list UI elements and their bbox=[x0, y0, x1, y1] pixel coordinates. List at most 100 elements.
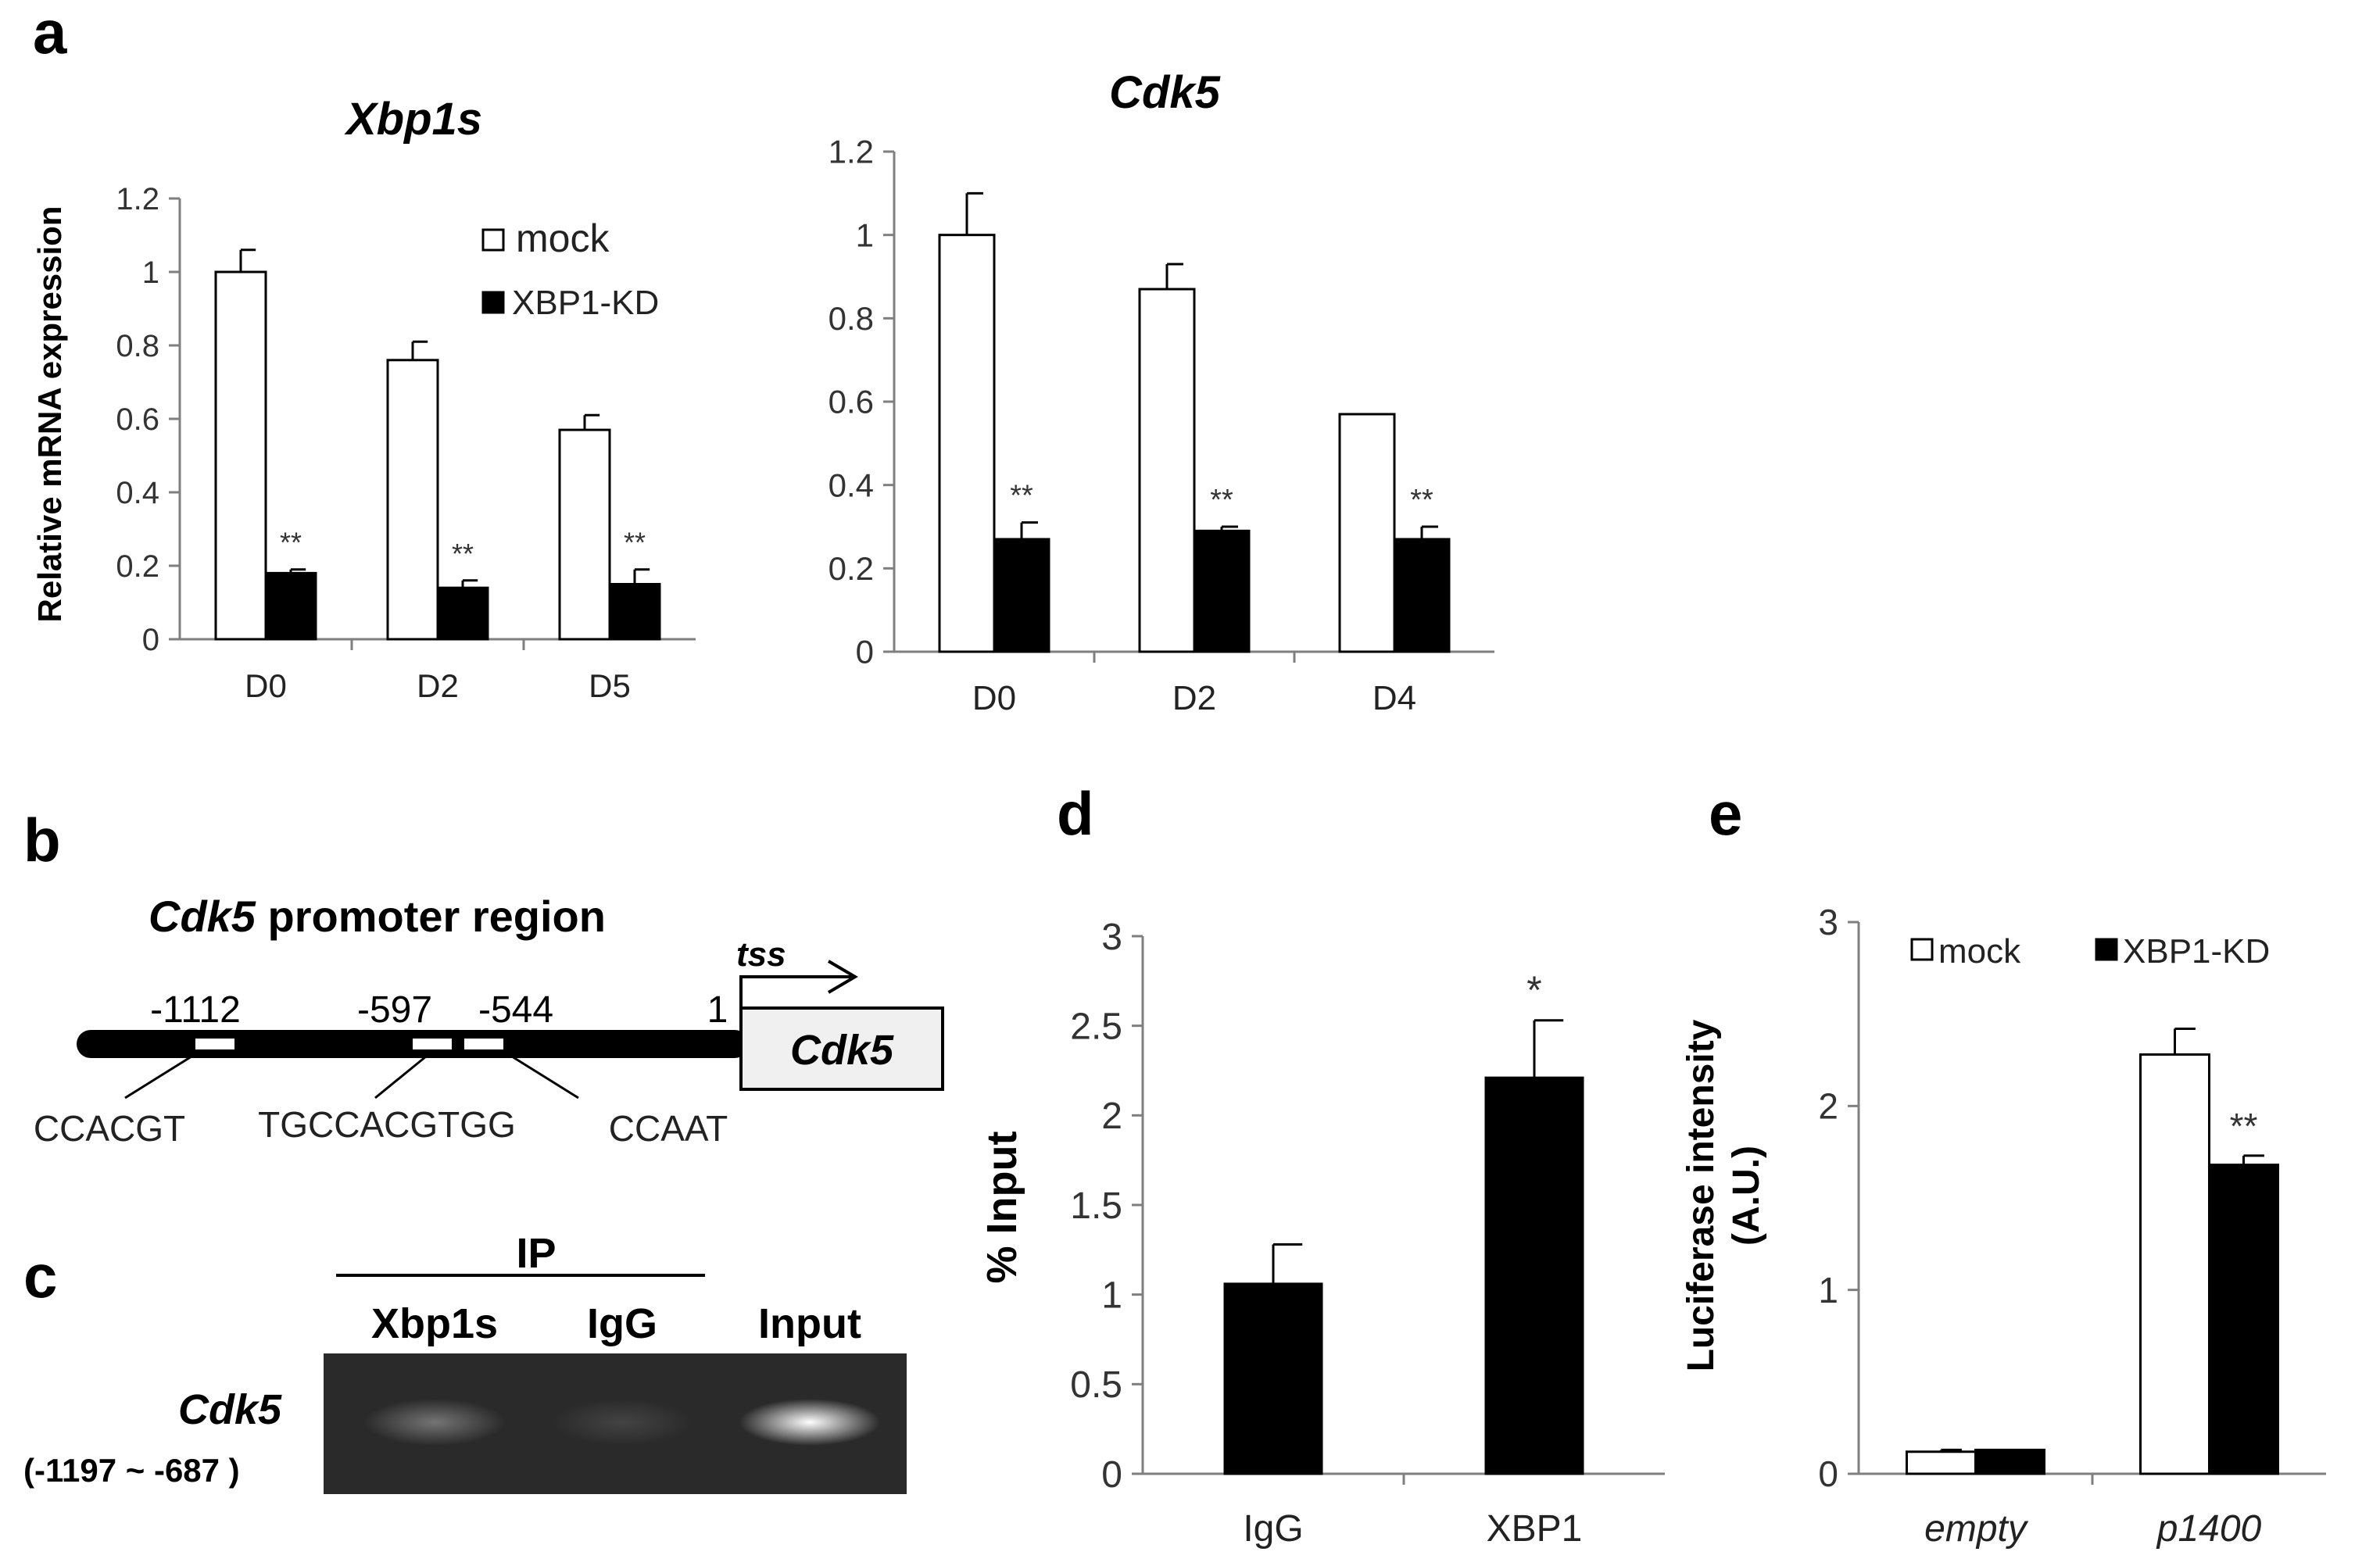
y-tick-label: 0 bbox=[856, 634, 874, 670]
y-tick-label: 0.6 bbox=[116, 402, 159, 437]
y-tick-label: 0.8 bbox=[116, 329, 159, 363]
y-tick-label: 0 bbox=[1101, 1454, 1122, 1496]
lane-label-input: Input bbox=[758, 1300, 861, 1347]
category-label: D0 bbox=[972, 679, 1016, 717]
y-tick-label: 1 bbox=[142, 256, 159, 290]
position-544: -544 bbox=[478, 989, 553, 1031]
tss-arrow bbox=[739, 975, 852, 1030]
bar bbox=[1223, 1282, 1323, 1475]
y-tick-label: 0.5 bbox=[1070, 1364, 1122, 1406]
legend-swatch bbox=[1910, 938, 1934, 961]
promoter-title: Cdk5 promoter region bbox=[149, 892, 606, 941]
bar bbox=[214, 270, 267, 641]
tss-label: tss bbox=[736, 935, 786, 974]
bar bbox=[264, 571, 317, 641]
motif-box-3 bbox=[464, 1039, 503, 1049]
bar bbox=[1138, 288, 1196, 653]
y-tick-label: 0.4 bbox=[829, 467, 874, 503]
bar bbox=[386, 359, 439, 641]
y-axis-label: (A.U.) bbox=[1726, 1146, 1767, 1246]
category-label: p1400 bbox=[2156, 1508, 2262, 1550]
significance-label: ** bbox=[1010, 480, 1033, 513]
y-tick-label: 2 bbox=[1101, 1096, 1122, 1137]
legend-label: XBP1-KD bbox=[2123, 932, 2270, 971]
gel-band bbox=[552, 1399, 693, 1446]
bar bbox=[1393, 538, 1451, 653]
bar bbox=[608, 583, 661, 641]
motif-pointer-1 bbox=[124, 1055, 192, 1099]
y-axis-label: Luciferase intensity bbox=[1680, 1019, 1722, 1371]
motif-pointer-2 bbox=[374, 1055, 427, 1099]
significance-label: * bbox=[1526, 968, 1541, 1012]
bar bbox=[558, 428, 611, 641]
significance-label: ** bbox=[452, 538, 474, 570]
significance-label: ** bbox=[624, 527, 646, 559]
gel-bands bbox=[364, 1399, 880, 1446]
bar bbox=[1484, 1076, 1584, 1475]
significance-label: ** bbox=[280, 527, 302, 559]
legend-swatch bbox=[481, 291, 505, 314]
gel-row-label: Cdk5 bbox=[178, 1386, 282, 1433]
category-label: IgG bbox=[1243, 1508, 1303, 1550]
y-tick-label: 1.2 bbox=[829, 134, 874, 170]
chart-cdk5: 0 0.2 0.4 0.6 0.8 1 1.2 D0 ** D2 ** D4 ** Cdk5 bbox=[829, 67, 1494, 717]
legend-swatch bbox=[481, 228, 505, 252]
y-tick-label: 1 bbox=[1101, 1275, 1122, 1316]
gel-band bbox=[739, 1399, 880, 1446]
position-1: 1 bbox=[707, 989, 728, 1031]
y-tick-label: 3 bbox=[1818, 902, 1838, 942]
y-tick-label: 0 bbox=[1818, 1453, 1838, 1494]
panel-label-c: c bbox=[23, 1242, 57, 1310]
y-tick-label: 3 bbox=[1101, 917, 1122, 958]
bar bbox=[938, 234, 996, 653]
bar bbox=[1193, 529, 1251, 653]
position-597: -597 bbox=[357, 989, 432, 1031]
significance-label: ** bbox=[1210, 484, 1233, 517]
bar bbox=[436, 586, 489, 641]
gene-box bbox=[739, 1006, 944, 1091]
chart-luciferase: 0 1 2 3 empty p1400 ** Luciferase intensity (A.U… bbox=[1680, 902, 2326, 1550]
gel-panel: IP Xbp1s IgG Input Cdk5 (-1197 ~ -687 ) bbox=[23, 1230, 907, 1494]
y-tick-label: 1.2 bbox=[116, 182, 159, 216]
y-tick-label: 2 bbox=[1818, 1085, 1838, 1126]
significance-label: ** bbox=[2230, 1106, 2258, 1146]
bar bbox=[1906, 1450, 1977, 1475]
bar bbox=[2208, 1164, 2279, 1475]
significance-label: ** bbox=[1410, 484, 1433, 517]
y-tick-label: 0.8 bbox=[829, 300, 874, 337]
tss-arrowhead bbox=[827, 960, 858, 994]
chart-xbp1s: 0 0.2 0.4 0.6 0.8 1 1.2 D0 ** D2 ** D5 ** Xbp1s Relati… bbox=[31, 94, 696, 704]
lane-label-xbp1s: Xbp1s bbox=[371, 1300, 498, 1347]
category-label: XBP1 bbox=[1487, 1508, 1583, 1550]
motif-ccaat: CCAAT bbox=[609, 1108, 728, 1149]
panel-label-b: b bbox=[23, 806, 61, 874]
category-label: D2 bbox=[417, 667, 459, 704]
chart-percent-input: 0 0.5 1 1.5 2 2.5 3 IgG XBP1 * % Input bbox=[979, 917, 1665, 1550]
promoter-diagram: Cdk5 promoter region Cdk5 tss -1112 -597… bbox=[34, 892, 944, 1149]
ip-label: IP bbox=[516, 1230, 556, 1277]
gel-row-sublabel: (-1197 ~ -687 ) bbox=[23, 1452, 240, 1489]
gel-band bbox=[364, 1399, 505, 1446]
position-1112: -1112 bbox=[150, 989, 241, 1031]
y-tick-label: 2.5 bbox=[1070, 1006, 1122, 1047]
motif-tgccacgtgg: TGCCACGTGG bbox=[258, 1104, 516, 1145]
bar bbox=[1338, 413, 1396, 653]
y-tick-label: 1.5 bbox=[1070, 1185, 1122, 1227]
gene-label: Cdk5 bbox=[790, 1027, 894, 1074]
y-tick-label: 0.2 bbox=[829, 550, 874, 587]
bar bbox=[1974, 1448, 2045, 1475]
category-label: empty bbox=[1924, 1508, 2029, 1550]
panel-label-d: d bbox=[1057, 779, 1094, 848]
y-tick-label: 0.6 bbox=[829, 384, 874, 420]
panel-label-a: a bbox=[33, 0, 67, 66]
panel-label-e: e bbox=[1709, 779, 1742, 848]
y-tick-label: 0.4 bbox=[116, 476, 159, 510]
legend-label: XBP1-KD bbox=[512, 284, 659, 322]
bar bbox=[993, 538, 1050, 653]
motif-pointer-3 bbox=[511, 1055, 579, 1099]
y-tick-label: 1 bbox=[1818, 1270, 1838, 1310]
lane-label-igg: IgG bbox=[587, 1300, 657, 1347]
y-axis-label: % Input bbox=[979, 1132, 1025, 1284]
category-label: D0 bbox=[245, 667, 287, 704]
